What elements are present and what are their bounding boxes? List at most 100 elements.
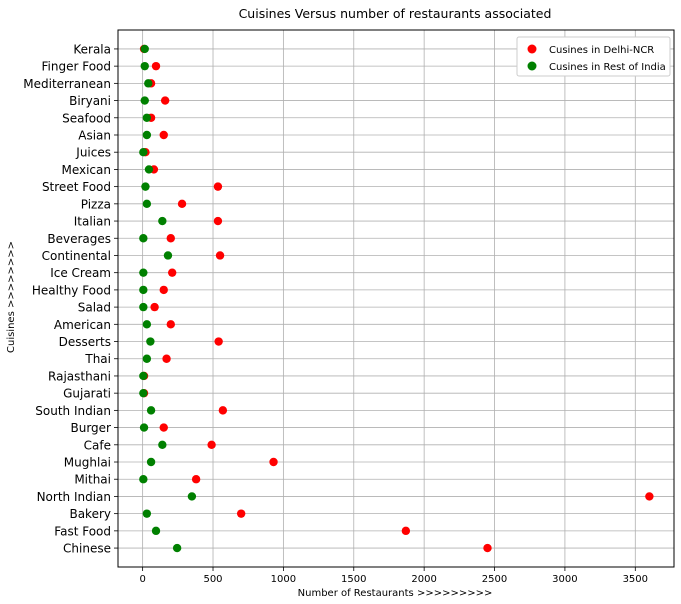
y-tick-label: Seafood	[62, 111, 111, 125]
plot-area	[117, 29, 675, 568]
x-tick-label: 3500	[623, 574, 648, 585]
data-point-rest-of-india	[187, 492, 197, 501]
data-point-delhi-ncr	[166, 234, 175, 243]
y-axis-label: Cuisines >>>>>>>>	[6, 241, 17, 353]
y-tick-label: Pizza	[81, 197, 111, 211]
x-tick-label: 1500	[341, 574, 366, 585]
y-tick-label: Juices	[75, 146, 111, 160]
data-point-rest-of-india	[141, 182, 150, 191]
y-tick-label: Asian	[78, 128, 111, 142]
legend-marker-delhi	[527, 44, 537, 54]
y-tick-label: Gujarati	[63, 387, 111, 401]
y-tick-label: Rajasthani	[48, 369, 111, 383]
data-point-delhi-ncr	[166, 320, 175, 329]
data-point-rest-of-india	[139, 371, 148, 381]
legend-label-delhi: Cusines in Delhi-NCR	[549, 45, 654, 56]
y-tick-label: Ice Cream	[50, 266, 111, 280]
data-point-rest-of-india	[146, 457, 156, 467]
y-tick-label: North Indian	[37, 490, 111, 504]
legend: Cusines in Delhi-NCR Cusines in Rest of …	[516, 36, 671, 77]
y-tick-label: Mexican	[61, 163, 111, 177]
data-point-rest-of-india	[140, 61, 149, 71]
data-point-rest-of-india	[139, 423, 149, 432]
x-tick-label: 2500	[482, 574, 507, 585]
data-point-rest-of-india	[163, 251, 173, 260]
data-point-delhi-ncr	[191, 475, 201, 484]
data-point-rest-of-india	[144, 165, 154, 174]
data-point-delhi-ncr	[269, 457, 278, 467]
y-tick-label: Healthy Food	[32, 283, 111, 297]
data-point-rest-of-india	[158, 440, 167, 449]
data-point-delhi-ncr	[213, 216, 223, 226]
data-point-delhi-ncr	[150, 302, 159, 312]
legend-label-rest-of-india: Cusines in Rest of India	[549, 62, 666, 73]
data-point-delhi-ncr	[645, 492, 654, 501]
x-tick-label: 2000	[411, 574, 436, 585]
y-tick-label: Chinese	[63, 542, 111, 556]
data-point-rest-of-india	[142, 509, 152, 518]
y-tick-label: Mediterranean	[23, 77, 111, 91]
data-point-rest-of-india	[142, 130, 152, 140]
data-point-delhi-ncr	[159, 130, 168, 140]
data-point-rest-of-india	[139, 285, 148, 295]
data-point-delhi-ncr	[213, 182, 223, 191]
y-tick-label: American	[54, 318, 111, 332]
data-point-rest-of-india	[142, 354, 152, 363]
data-point-rest-of-india	[139, 388, 148, 398]
x-axis-label: Number of Restaurants >>>>>>>>>	[298, 588, 493, 599]
data-point-rest-of-india	[158, 216, 167, 226]
x-tick-label: 3000	[552, 574, 577, 585]
data-point-rest-of-india	[139, 148, 148, 157]
data-point-delhi-ncr	[151, 61, 161, 71]
y-tick-label: Italian	[74, 215, 111, 229]
y-tick-label: Street Food	[42, 180, 111, 194]
data-point-delhi-ncr	[236, 509, 246, 518]
data-point-delhi-ncr	[167, 268, 177, 277]
data-point-rest-of-india	[142, 320, 152, 329]
data-point-delhi-ncr	[159, 423, 168, 432]
data-point-rest-of-india	[140, 44, 149, 54]
data-point-rest-of-india	[139, 302, 148, 312]
data-point-rest-of-india	[142, 113, 152, 122]
y-tick-label: Kerala	[73, 42, 111, 56]
y-tick-label: Mughlai	[64, 456, 111, 470]
data-point-rest-of-india	[140, 96, 149, 105]
y-tick-label: Mithai	[74, 473, 111, 487]
x-tick-label: 500	[203, 574, 222, 585]
y-tick-label: Cafe	[84, 438, 111, 452]
data-point-rest-of-india	[139, 234, 148, 243]
data-point-delhi-ncr	[401, 526, 411, 536]
data-point-rest-of-india	[172, 543, 182, 553]
x-tick-label: 0	[139, 574, 145, 585]
data-points	[139, 44, 654, 553]
data-point-delhi-ncr	[214, 337, 223, 346]
chart-title: Cuisines Versus number of restaurants as…	[239, 6, 552, 21]
data-point-delhi-ncr	[215, 251, 225, 260]
y-tick-label: Thai	[84, 352, 111, 366]
data-point-delhi-ncr	[159, 285, 168, 295]
data-point-delhi-ncr	[162, 354, 171, 363]
data-point-rest-of-india	[146, 406, 156, 415]
y-tick-label: Fast Food	[54, 524, 111, 538]
y-tick-label: Biryani	[69, 94, 111, 108]
data-point-rest-of-india	[146, 337, 155, 346]
y-tick-label: Beverages	[47, 232, 111, 246]
y-tick-label: Desserts	[59, 335, 111, 349]
y-tick-label: Burger	[71, 421, 112, 435]
data-point-rest-of-india	[151, 526, 161, 536]
x-axis-ticks: 0 500 1000 1500 2000 2500 3000 3500	[139, 567, 648, 585]
data-point-delhi-ncr	[483, 543, 492, 553]
data-point-delhi-ncr	[177, 199, 187, 209]
y-axis-ticks: Chinese Fast Food Bakery North Indian Mithai…	[23, 42, 118, 556]
y-tick-label: South Indian	[35, 404, 111, 418]
data-point-rest-of-india	[139, 268, 148, 277]
grid-lines	[118, 30, 674, 567]
y-tick-label: Finger Food	[42, 60, 112, 74]
data-point-rest-of-india	[144, 79, 153, 88]
y-tick-label: Continental	[42, 249, 111, 263]
data-point-rest-of-india	[142, 199, 152, 209]
data-point-delhi-ncr	[160, 96, 170, 105]
legend-box	[516, 36, 671, 77]
x-tick-label: 1000	[271, 574, 296, 585]
